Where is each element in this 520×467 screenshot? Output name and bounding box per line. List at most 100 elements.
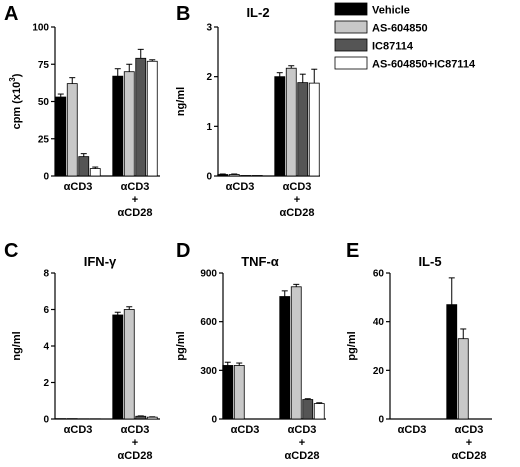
bar: [55, 96, 67, 177]
bar: [222, 365, 234, 420]
x-category-label: αCD28: [280, 207, 315, 219]
bar: [217, 174, 229, 177]
bar: [279, 296, 291, 420]
bar: [290, 286, 302, 420]
y-tick-label: 0: [43, 172, 49, 183]
bar: [123, 71, 135, 177]
y-tick-label: 2: [43, 378, 49, 389]
x-category-label: αCD3: [121, 424, 150, 436]
y-axis-label: ng/ml: [11, 331, 23, 360]
bar: [274, 76, 286, 177]
x-category-label: αCD3: [455, 424, 484, 436]
y-tick-label: 2: [206, 72, 212, 83]
y-axis-label: cpm (x103): [8, 73, 23, 129]
x-category-label: +: [466, 437, 472, 449]
bar: [233, 365, 245, 420]
y-tick-label: 0: [43, 415, 49, 426]
x-category-label: αCD3: [231, 424, 260, 436]
legend-label: AS-604850: [372, 23, 428, 35]
y-axis-label-main: ng/ml: [11, 331, 23, 360]
bar: [146, 416, 158, 420]
y-tick-label: 25: [38, 134, 50, 145]
x-category-label: αCD28: [118, 207, 153, 219]
y-axis-label-superscript: 3: [8, 77, 17, 82]
x-category-label: αCD3: [283, 181, 312, 193]
y-tick-label: 3: [206, 23, 212, 34]
x-category-label: +: [294, 194, 300, 206]
x-category-label: αCD3: [288, 424, 317, 436]
legend-swatch: [334, 56, 368, 70]
panel-letter: B: [176, 3, 190, 25]
y-tick-label: 300: [200, 366, 217, 377]
panel-letter: E: [346, 240, 359, 262]
legend-label: IC87114: [372, 41, 414, 53]
y-tick-label: 75: [38, 60, 50, 71]
legend-label: AS-604850+IC87114: [372, 59, 476, 71]
bar: [228, 174, 240, 177]
bar: [89, 168, 101, 177]
y-tick-label: 40: [373, 317, 385, 328]
y-axis-label-close: ): [11, 73, 23, 77]
x-category-label: αCD28: [285, 450, 320, 462]
bar: [313, 403, 325, 420]
x-category-label: αCD3: [64, 424, 93, 436]
bar: [135, 415, 147, 420]
legend-swatch: [334, 20, 368, 34]
y-tick-label: 600: [200, 317, 217, 328]
x-category-label: αCD3: [64, 181, 93, 193]
y-tick-label: 0: [378, 415, 384, 426]
legend-swatch: [334, 38, 368, 52]
y-tick-label: 0: [211, 415, 217, 426]
y-tick-label: 60: [373, 269, 385, 280]
y-tick-label: 20: [373, 366, 385, 377]
panel-letter: A: [4, 3, 18, 25]
x-category-label: +: [299, 437, 305, 449]
x-category-label: αCD3: [226, 181, 255, 193]
y-axis-label-main: ng/ml: [175, 87, 187, 116]
bar: [66, 83, 78, 177]
bar: [308, 82, 320, 177]
bar: [297, 82, 309, 177]
panel-letter: C: [4, 240, 18, 262]
bar: [112, 75, 124, 177]
x-category-label: αCD28: [452, 450, 487, 462]
legend-swatch: [334, 2, 368, 16]
legend-label: Vehicle: [372, 5, 410, 17]
bar: [123, 309, 135, 420]
x-category-label: αCD28: [118, 450, 153, 462]
bar: [285, 67, 297, 177]
bar: [135, 57, 147, 177]
y-tick-label: 8: [43, 269, 49, 280]
y-tick-label: 6: [43, 305, 49, 316]
x-category-label: +: [132, 437, 138, 449]
y-tick-label: 0: [206, 172, 212, 183]
panel-letter: D: [176, 240, 190, 262]
x-category-label: +: [132, 194, 138, 206]
y-axis-label-main: pg/ml: [175, 331, 187, 360]
y-tick-label: 1: [206, 122, 212, 133]
panel-title: IL-2: [246, 5, 269, 20]
bar: [446, 304, 458, 420]
x-category-label: αCD3: [121, 181, 150, 193]
legend: Vehicle AS-604850 IC87114 AS-604850+IC87114: [334, 2, 476, 71]
y-tick-label: 4: [43, 342, 49, 353]
y-axis-label-main: cpm (x10: [11, 82, 23, 130]
y-tick-label: 900: [200, 269, 217, 280]
panel-title: IL-5: [418, 254, 441, 269]
y-axis-label: ng/ml: [175, 87, 187, 116]
panel-title: IFN-γ: [84, 254, 117, 269]
y-tick-label: 50: [38, 97, 50, 108]
y-axis-label: pg/ml: [175, 331, 187, 360]
x-category-label: αCD3: [398, 424, 427, 436]
bar: [302, 399, 314, 420]
bar: [457, 338, 469, 420]
bar: [146, 60, 158, 177]
y-axis-label-main: pg/ml: [346, 331, 358, 360]
y-tick-label: 100: [32, 23, 49, 34]
